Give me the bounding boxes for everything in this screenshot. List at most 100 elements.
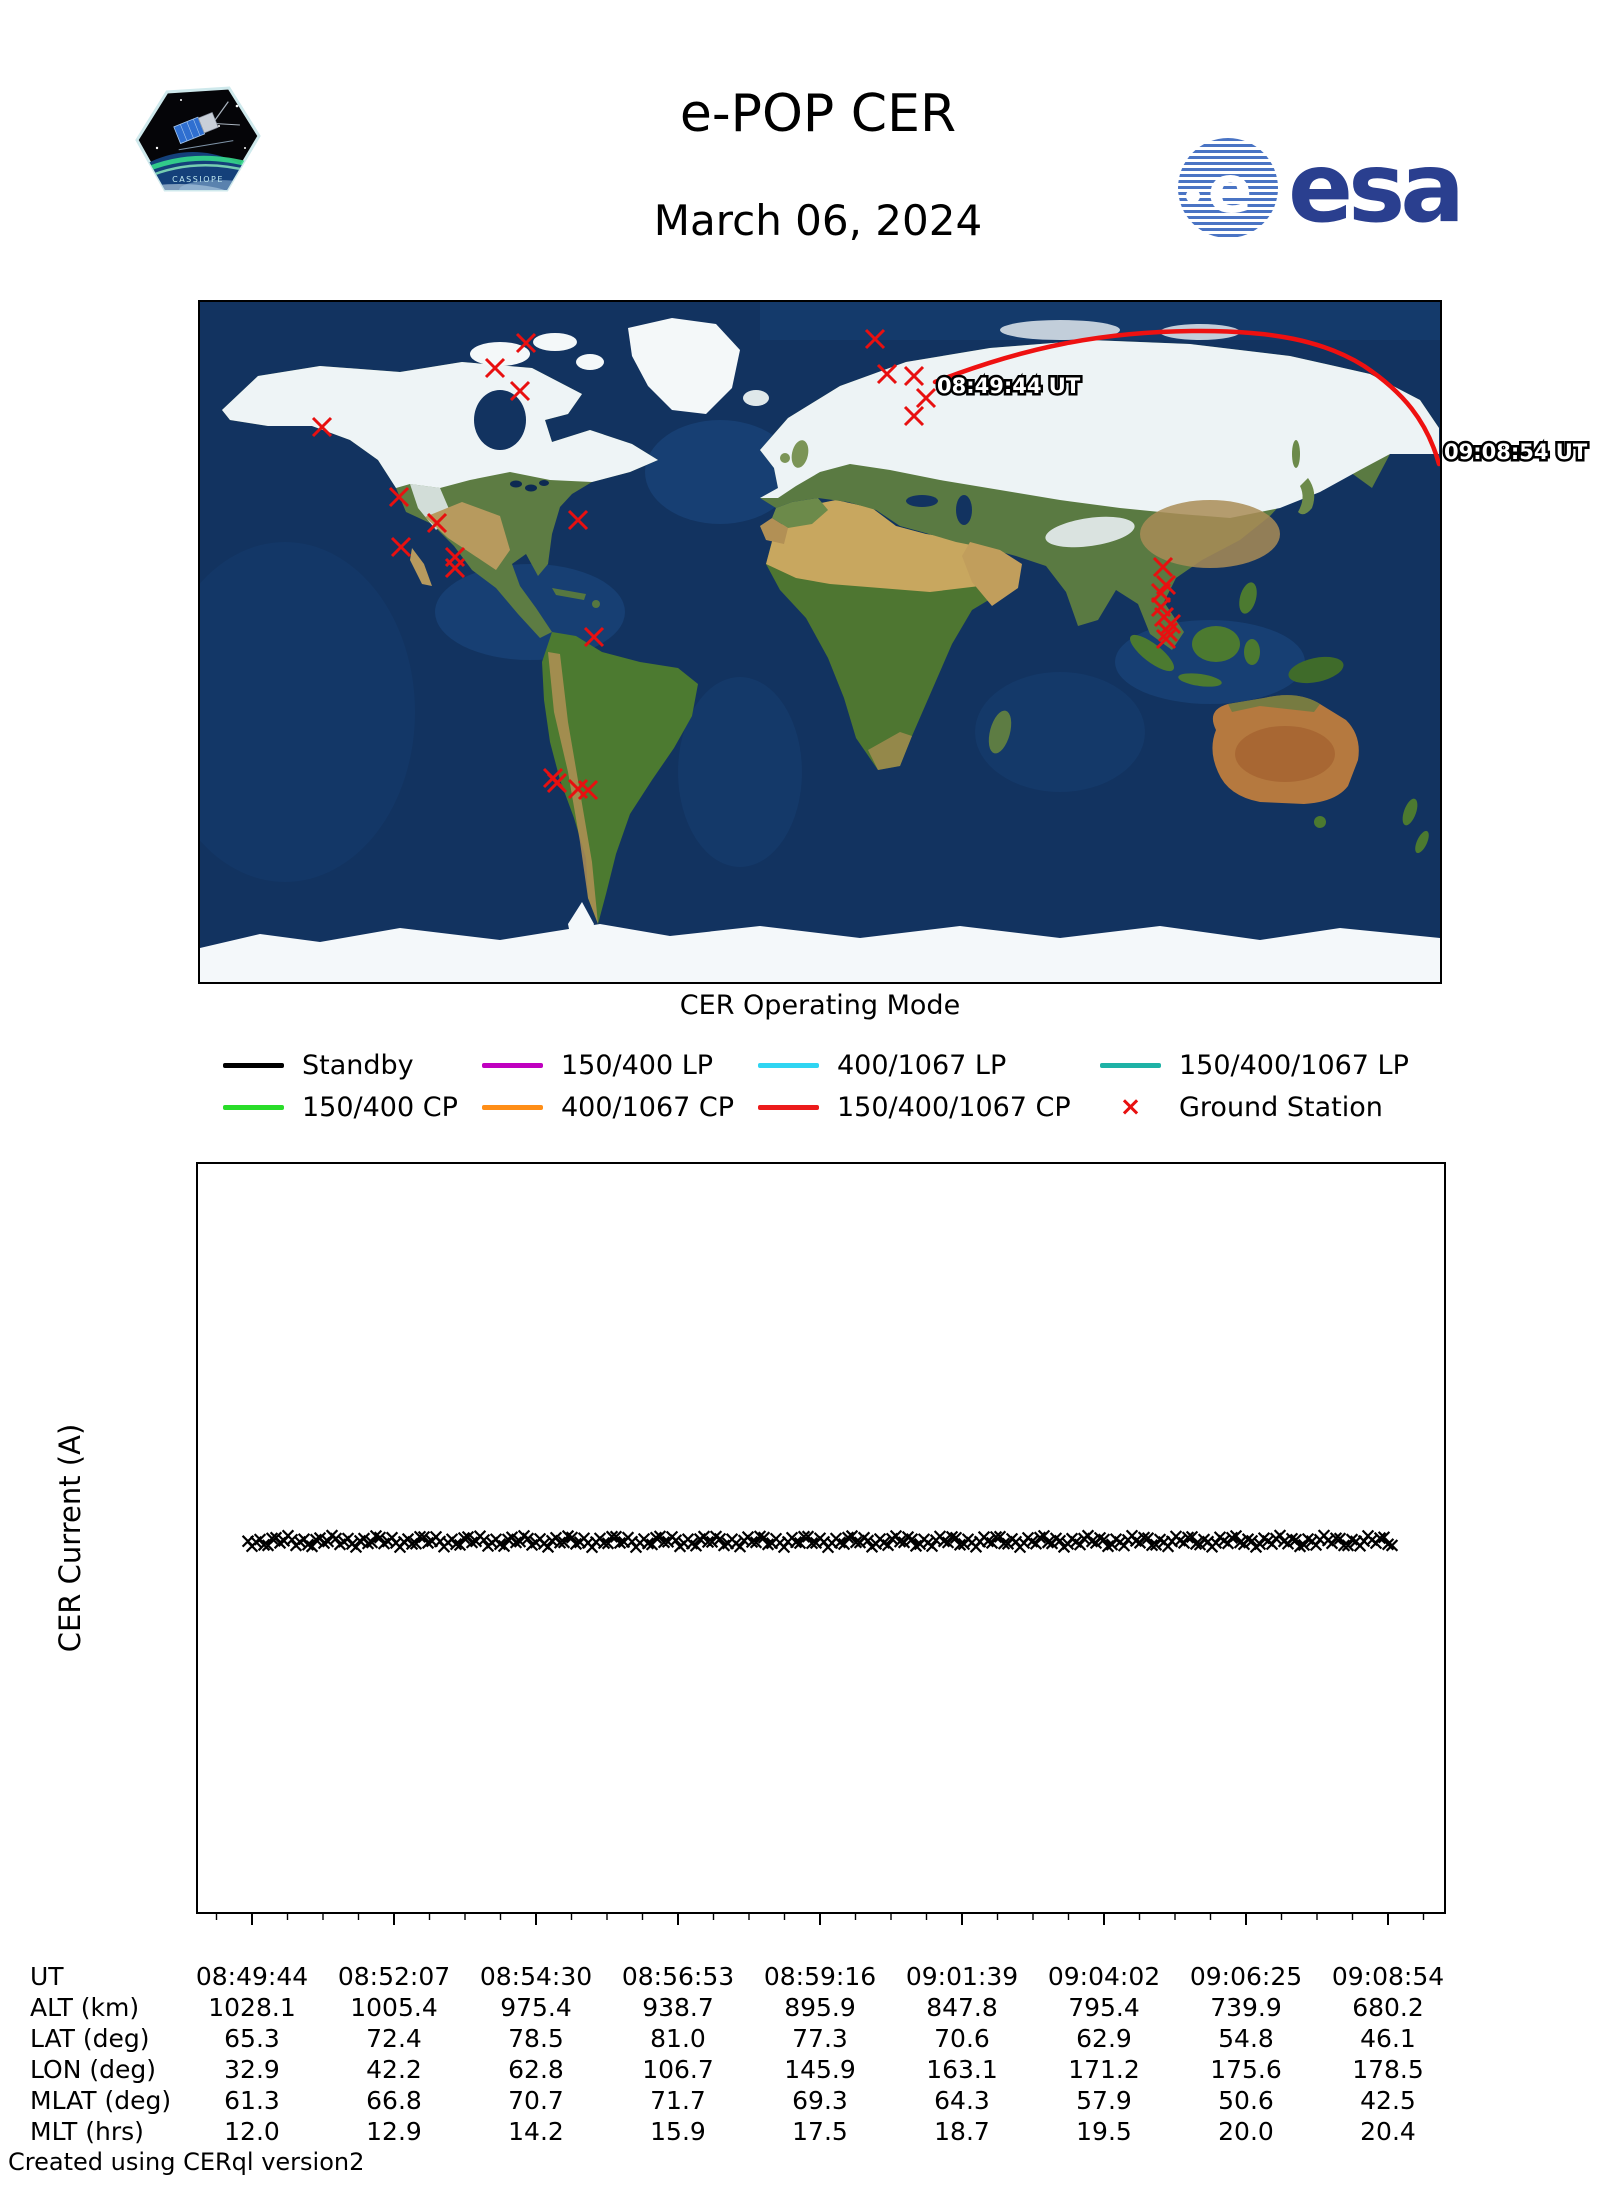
new-guinea: [1288, 656, 1344, 684]
ground-station-marker: [864, 328, 886, 350]
table-cell: 18.7: [934, 2117, 990, 2146]
table-cell: 145.9: [784, 2055, 856, 2084]
ground-station-marker: [311, 416, 333, 438]
table-cell: 70.6: [934, 2024, 990, 2053]
hudson-bay: [474, 390, 526, 450]
table-cell: 69.3: [792, 2086, 848, 2115]
table-cell: 66.8: [366, 2086, 422, 2115]
ground-station-marker: [484, 357, 506, 379]
legend-line-swatch: [223, 1104, 284, 1110]
page-date: March 06, 2024: [653, 196, 983, 245]
ocean-shading: [155, 302, 1440, 882]
himalaya-snow: [1045, 516, 1135, 548]
table-cell: 680.2: [1352, 1993, 1424, 2022]
table-cell: 54.8: [1218, 2024, 1274, 2053]
table-cell: 32.9: [224, 2055, 280, 2084]
table-cell: 61.3: [224, 2086, 280, 2115]
table-cell: 78.5: [508, 2024, 564, 2053]
legend-line-swatch: [1100, 1062, 1161, 1068]
legend-entry: 150/400 LP: [482, 1049, 714, 1081]
table-row-label: MLT (hrs): [30, 2117, 144, 2146]
cer-current-chart: 0.500.510.520.530.540.55: [196, 1162, 1446, 1925]
table-row-label: UT: [30, 1962, 64, 1991]
ground-station-marker: [876, 363, 898, 385]
legend-line-swatch: [758, 1062, 819, 1068]
table-cell: 19.5: [1076, 2117, 1132, 2146]
table-cell: 62.8: [508, 2055, 564, 2084]
table-row-label: LON (deg): [30, 2055, 156, 2084]
region-east-asia: [1140, 500, 1280, 568]
sumatra: [1130, 634, 1174, 672]
legend-entry-label: Standby: [302, 1049, 414, 1081]
legend-entry-label: 150/400/1067 CP: [837, 1091, 1071, 1123]
new-zealand: [1402, 798, 1418, 826]
table-cell: 20.4: [1360, 2117, 1416, 2146]
ground-station-marker: [903, 365, 925, 387]
table-cell: 178.5: [1352, 2055, 1424, 2084]
table-cell: 42.5: [1360, 2086, 1416, 2115]
table-cell: 09:01:39: [905, 1962, 1019, 1991]
ground-station-marker: [509, 380, 531, 402]
table-row-label: LAT (deg): [30, 2024, 150, 2053]
madagascar: [988, 710, 1012, 754]
table-cell: 17.5: [792, 2117, 848, 2146]
table-cell: 70.7: [508, 2086, 564, 2115]
credit-text: Created using CERql version2: [8, 2148, 365, 2176]
table-cell: 15.9: [650, 2117, 706, 2146]
legend-line-swatch: [223, 1062, 284, 1068]
ground-station-marker: [546, 772, 568, 794]
ground-station-marker: [577, 779, 599, 801]
ground-station-marker: [390, 536, 412, 558]
iceland: [743, 390, 769, 406]
arabia: [962, 542, 1022, 606]
tasmania: [1314, 816, 1326, 828]
table-cell: 08:56:53: [621, 1962, 735, 1991]
ground-station-marker: [426, 512, 448, 534]
table-cell: 46.1: [1360, 2024, 1416, 2053]
table-cell: 65.3: [224, 2024, 280, 2053]
snow-cover-north-america: [222, 362, 658, 488]
philippines: [1239, 582, 1257, 614]
table-cell: 50.6: [1218, 2086, 1274, 2115]
ground-station-marker: [1157, 621, 1179, 643]
legend-entry: × Ground Station: [1100, 1091, 1383, 1123]
legend-entry: 150/400 CP: [223, 1092, 458, 1123]
patch-mission-name: CASSIOPE: [172, 175, 224, 184]
table-cell: 20.0: [1218, 2117, 1274, 2146]
y-axis-title: CER Current (A): [53, 1423, 87, 1653]
legend-line-swatch: [482, 1104, 543, 1110]
table-cell: 08:52:07: [337, 1962, 451, 1991]
table-cell: 08:54:30: [479, 1962, 593, 1991]
legend-entry-label: 150/400 LP: [561, 1049, 714, 1081]
table-cell: 938.7: [642, 1993, 714, 2022]
legend-entry-label: Ground Station: [1179, 1091, 1383, 1123]
table-cell: 09:06:25: [1189, 1962, 1303, 1991]
legend-entry: 400/1067 LP: [758, 1049, 1007, 1081]
table-cell: 847.8: [926, 1993, 998, 2022]
legend-entry: 400/1067 CP: [482, 1091, 735, 1123]
axis-ticks: [196, 1184, 1425, 1925]
table-cell: 08:59:16: [763, 1962, 877, 1991]
black-sea: [906, 495, 938, 507]
data-series-standby: [241, 1529, 1399, 1554]
table-cell: 1005.4: [350, 1993, 438, 2022]
ground-station-marker: [515, 332, 537, 354]
ground-station-marker: [567, 509, 589, 531]
table-row-label: MLAT (deg): [30, 2086, 172, 2115]
table-cell: 72.4: [366, 2024, 422, 2053]
satellite-trajectory: [932, 328, 1442, 467]
legend-entry: 150/400/1067 LP: [1100, 1050, 1409, 1081]
greenland: [628, 318, 740, 414]
cuba: [552, 588, 586, 600]
satellite-illustration: [173, 101, 240, 151]
snow-cover-eurasia: [760, 340, 1439, 518]
britain: [791, 440, 809, 468]
legend-entry-label: 400/1067 CP: [561, 1091, 735, 1123]
legend-entry-label: 400/1067 LP: [837, 1049, 1007, 1081]
page-title: e-POP CER: [679, 84, 957, 144]
table-cell: 12.0: [224, 2117, 280, 2146]
ground-station-marker: [903, 405, 925, 427]
table-cell: 975.4: [500, 1993, 572, 2022]
ground-stations-layer: [311, 328, 1182, 801]
esa-logo-globe: e: [1178, 138, 1278, 238]
